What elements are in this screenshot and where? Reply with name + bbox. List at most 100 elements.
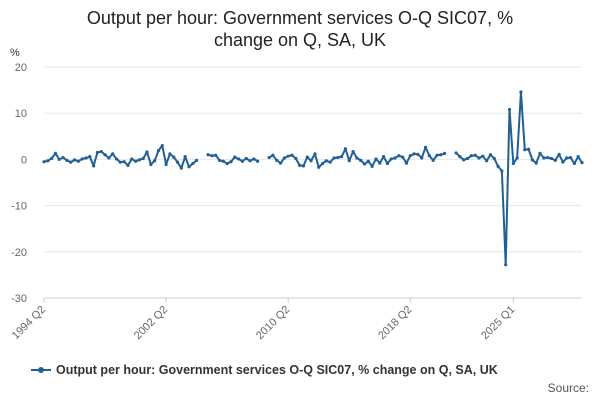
data-point[interactable] [118, 160, 122, 164]
data-point[interactable] [473, 153, 477, 157]
data-point[interactable] [538, 151, 542, 155]
data-point[interactable] [172, 155, 176, 159]
data-point[interactable] [111, 152, 115, 156]
data-point[interactable] [500, 169, 504, 173]
data-point[interactable] [252, 157, 256, 161]
legend[interactable]: Output per hour: Government services O-Q… [31, 363, 498, 377]
data-point[interactable] [84, 156, 88, 160]
data-point[interactable] [229, 160, 233, 164]
data-point[interactable] [385, 161, 389, 166]
data-point[interactable] [57, 157, 61, 161]
data-point[interactable] [519, 90, 523, 94]
data-point[interactable] [332, 156, 336, 160]
data-point[interactable] [534, 161, 538, 165]
data-point[interactable] [53, 151, 58, 155]
data-point[interactable] [130, 157, 134, 161]
data-point[interactable] [313, 152, 317, 156]
data-point[interactable] [580, 161, 584, 165]
data-point[interactable] [576, 155, 580, 159]
data-point[interactable] [340, 155, 344, 159]
data-point[interactable] [496, 164, 500, 168]
data-point[interactable] [381, 155, 386, 159]
data-point[interactable] [256, 159, 260, 163]
data-point[interactable] [191, 161, 195, 166]
data-point[interactable] [420, 156, 424, 160]
data-point[interactable] [404, 161, 409, 165]
data-point[interactable] [50, 156, 54, 161]
data-point[interactable] [355, 156, 359, 160]
data-point[interactable] [553, 158, 557, 162]
data-point[interactable] [42, 160, 46, 164]
data-point[interactable] [458, 155, 462, 159]
data-point[interactable] [65, 158, 69, 162]
data-point[interactable] [565, 156, 569, 160]
data-point[interactable] [76, 159, 80, 163]
data-point[interactable] [298, 163, 302, 168]
data-point[interactable] [530, 158, 535, 162]
data-point[interactable] [46, 159, 50, 163]
data-point[interactable] [183, 155, 187, 159]
data-point[interactable] [286, 154, 290, 158]
data-point[interactable] [336, 155, 340, 160]
data-point[interactable] [401, 155, 405, 159]
data-point[interactable] [366, 159, 370, 163]
data-point[interactable] [141, 156, 145, 161]
data-point[interactable] [179, 166, 183, 170]
data-point[interactable] [485, 159, 489, 163]
data-point[interactable] [507, 107, 512, 112]
data-point[interactable] [114, 157, 119, 161]
data-point[interactable] [324, 159, 328, 163]
data-point[interactable] [370, 164, 374, 168]
data-point[interactable] [462, 158, 466, 162]
data-point[interactable] [435, 153, 439, 157]
data-point[interactable] [515, 156, 519, 160]
data-point[interactable] [389, 157, 393, 161]
data-point[interactable] [72, 158, 77, 162]
data-point[interactable] [225, 161, 229, 166]
data-point[interactable] [572, 161, 576, 166]
data-point[interactable] [504, 263, 508, 267]
data-point[interactable] [290, 153, 294, 157]
data-point[interactable] [233, 155, 237, 159]
data-point[interactable] [317, 165, 321, 169]
data-point[interactable] [88, 155, 92, 159]
data-point[interactable] [511, 161, 515, 166]
data-point[interactable] [275, 158, 279, 162]
data-point[interactable] [210, 154, 214, 158]
data-point[interactable] [347, 159, 351, 163]
data-point[interactable] [160, 143, 164, 148]
data-point[interactable] [145, 150, 149, 154]
data-point[interactable] [492, 156, 496, 161]
data-point[interactable] [439, 153, 443, 157]
data-point[interactable] [557, 152, 561, 156]
data-point[interactable] [80, 157, 84, 161]
data-point[interactable] [378, 161, 382, 165]
data-point[interactable] [168, 152, 172, 156]
data-point[interactable] [175, 160, 180, 164]
data-point[interactable] [107, 156, 111, 160]
data-point[interactable] [309, 159, 313, 163]
data-point[interactable] [542, 156, 546, 160]
data-point[interactable] [214, 153, 218, 157]
data-point[interactable] [465, 156, 470, 161]
data-point[interactable] [374, 157, 378, 161]
data-point[interactable] [393, 156, 397, 160]
data-point[interactable] [362, 162, 367, 166]
data-point[interactable] [133, 159, 138, 163]
data-point[interactable] [206, 153, 210, 157]
data-point[interactable] [443, 151, 447, 155]
data-point[interactable] [92, 164, 96, 168]
data-point[interactable] [126, 163, 130, 168]
data-point[interactable] [69, 160, 73, 164]
data-point[interactable] [431, 158, 435, 162]
data-point[interactable] [282, 156, 286, 160]
data-point[interactable] [267, 155, 271, 160]
data-point[interactable] [328, 160, 332, 164]
data-point[interactable] [195, 158, 199, 162]
data-point[interactable] [549, 156, 554, 161]
data-point[interactable] [122, 160, 126, 164]
data-point[interactable] [221, 159, 225, 163]
data-point[interactable] [294, 156, 298, 161]
data-point[interactable] [561, 160, 565, 164]
data-point[interactable] [156, 149, 161, 153]
